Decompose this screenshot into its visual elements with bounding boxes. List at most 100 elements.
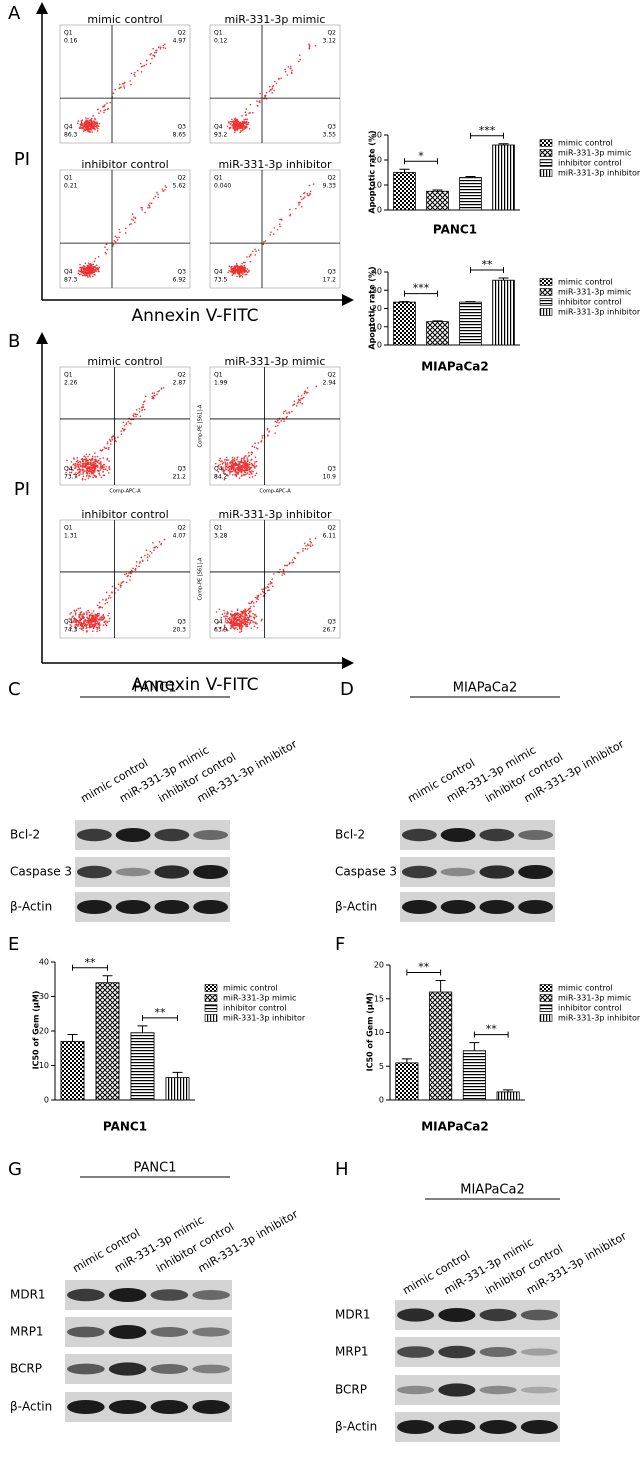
event-dot bbox=[308, 184, 311, 187]
event-dot bbox=[72, 463, 75, 466]
event-dot bbox=[248, 615, 251, 618]
event-dot bbox=[88, 615, 91, 618]
event-dot bbox=[281, 574, 283, 576]
event-dot bbox=[226, 622, 228, 624]
event-dot bbox=[222, 461, 225, 464]
quadrant-name: Q3 bbox=[177, 124, 186, 131]
event-dot bbox=[130, 83, 132, 86]
event-dot bbox=[103, 109, 105, 112]
event-dot bbox=[136, 413, 138, 416]
event-dot bbox=[271, 86, 274, 88]
event-dot bbox=[245, 120, 248, 123]
dots bbox=[65, 387, 165, 481]
event-dot bbox=[241, 466, 243, 468]
legend-swatch bbox=[204, 994, 218, 1002]
event-dot bbox=[74, 610, 76, 613]
event-dot bbox=[89, 275, 91, 278]
event-dot bbox=[286, 74, 289, 76]
quadrant-name: Q4 bbox=[64, 466, 73, 473]
event-dot bbox=[75, 624, 78, 626]
event-dot bbox=[123, 428, 126, 431]
event-dot bbox=[89, 463, 92, 465]
event-dot bbox=[241, 621, 244, 624]
event-dot bbox=[215, 475, 218, 477]
row-label: MDR1 bbox=[335, 1308, 371, 1322]
event-dot bbox=[131, 218, 133, 220]
blot-band bbox=[192, 1290, 230, 1300]
event-dot bbox=[249, 602, 251, 605]
event-dot bbox=[222, 472, 225, 474]
event-dot bbox=[111, 585, 114, 588]
event-dot bbox=[124, 81, 126, 84]
event-dot bbox=[91, 630, 94, 633]
event-dot bbox=[100, 460, 102, 463]
panel-label: D bbox=[340, 679, 354, 700]
event-dot bbox=[240, 468, 242, 471]
event-dot bbox=[252, 250, 254, 253]
event-dot bbox=[88, 475, 90, 477]
event-dot bbox=[101, 606, 103, 609]
event-dot bbox=[253, 602, 255, 604]
blot-band bbox=[438, 1383, 476, 1397]
event-dot bbox=[101, 466, 103, 468]
event-dot bbox=[94, 613, 97, 616]
event-dot bbox=[239, 121, 242, 124]
event-dot bbox=[236, 456, 239, 459]
event-dot bbox=[135, 561, 138, 563]
quadrant-name: Q3 bbox=[327, 466, 336, 473]
quadrant-name: Q3 bbox=[327, 124, 336, 131]
event-dot bbox=[309, 540, 312, 543]
event-dot bbox=[224, 468, 227, 470]
event-dot bbox=[248, 255, 251, 258]
event-dot bbox=[229, 120, 232, 123]
event-dot bbox=[78, 467, 81, 470]
event-dot bbox=[69, 471, 71, 474]
event-dot bbox=[238, 624, 241, 627]
event-dot bbox=[234, 621, 237, 623]
event-dot bbox=[248, 608, 250, 611]
significance-label: *** bbox=[479, 124, 496, 137]
event-dot bbox=[273, 227, 276, 229]
event-dot bbox=[99, 457, 101, 460]
event-dot bbox=[273, 89, 275, 92]
significance-bracket bbox=[142, 1014, 178, 1021]
event-dot bbox=[154, 195, 157, 198]
blot-band bbox=[154, 900, 190, 914]
blot-band bbox=[518, 865, 554, 879]
event-dot bbox=[146, 556, 149, 559]
event-dot bbox=[127, 420, 130, 423]
row-label: β-Actin bbox=[335, 900, 377, 914]
significance-bracket bbox=[72, 964, 108, 971]
event-dot bbox=[240, 461, 243, 464]
event-dot bbox=[150, 202, 153, 205]
quadrant-value: 0.040 bbox=[214, 183, 231, 190]
event-dot bbox=[152, 47, 154, 50]
legend-swatch bbox=[539, 984, 553, 992]
event-dot bbox=[102, 624, 105, 627]
plot-title: miR-331-3p mimic bbox=[225, 13, 326, 26]
y-axis-title: Apoptotic rate (%) bbox=[368, 130, 377, 213]
event-dot bbox=[237, 122, 239, 125]
quadrant-name: Q4 bbox=[64, 124, 73, 131]
event-dot bbox=[162, 44, 165, 47]
event-dot bbox=[246, 271, 249, 274]
legend-swatch bbox=[539, 159, 553, 167]
event-dot bbox=[268, 90, 271, 92]
event-dot bbox=[91, 131, 93, 133]
event-dot bbox=[161, 188, 164, 190]
event-dot bbox=[80, 613, 82, 616]
event-dot bbox=[218, 459, 221, 462]
event-dot bbox=[132, 567, 134, 570]
event-dot bbox=[162, 190, 164, 192]
event-dot bbox=[239, 613, 242, 616]
event-dot bbox=[98, 629, 101, 632]
y-axis-label: PI bbox=[14, 479, 30, 500]
event-dot bbox=[243, 620, 246, 622]
event-dot bbox=[74, 621, 77, 624]
event-dot bbox=[224, 619, 227, 621]
event-dot bbox=[311, 544, 314, 546]
blot-band bbox=[440, 867, 476, 877]
event-dot bbox=[293, 400, 296, 403]
quadrant-name: Q1 bbox=[214, 372, 223, 379]
event-dot bbox=[245, 467, 248, 470]
